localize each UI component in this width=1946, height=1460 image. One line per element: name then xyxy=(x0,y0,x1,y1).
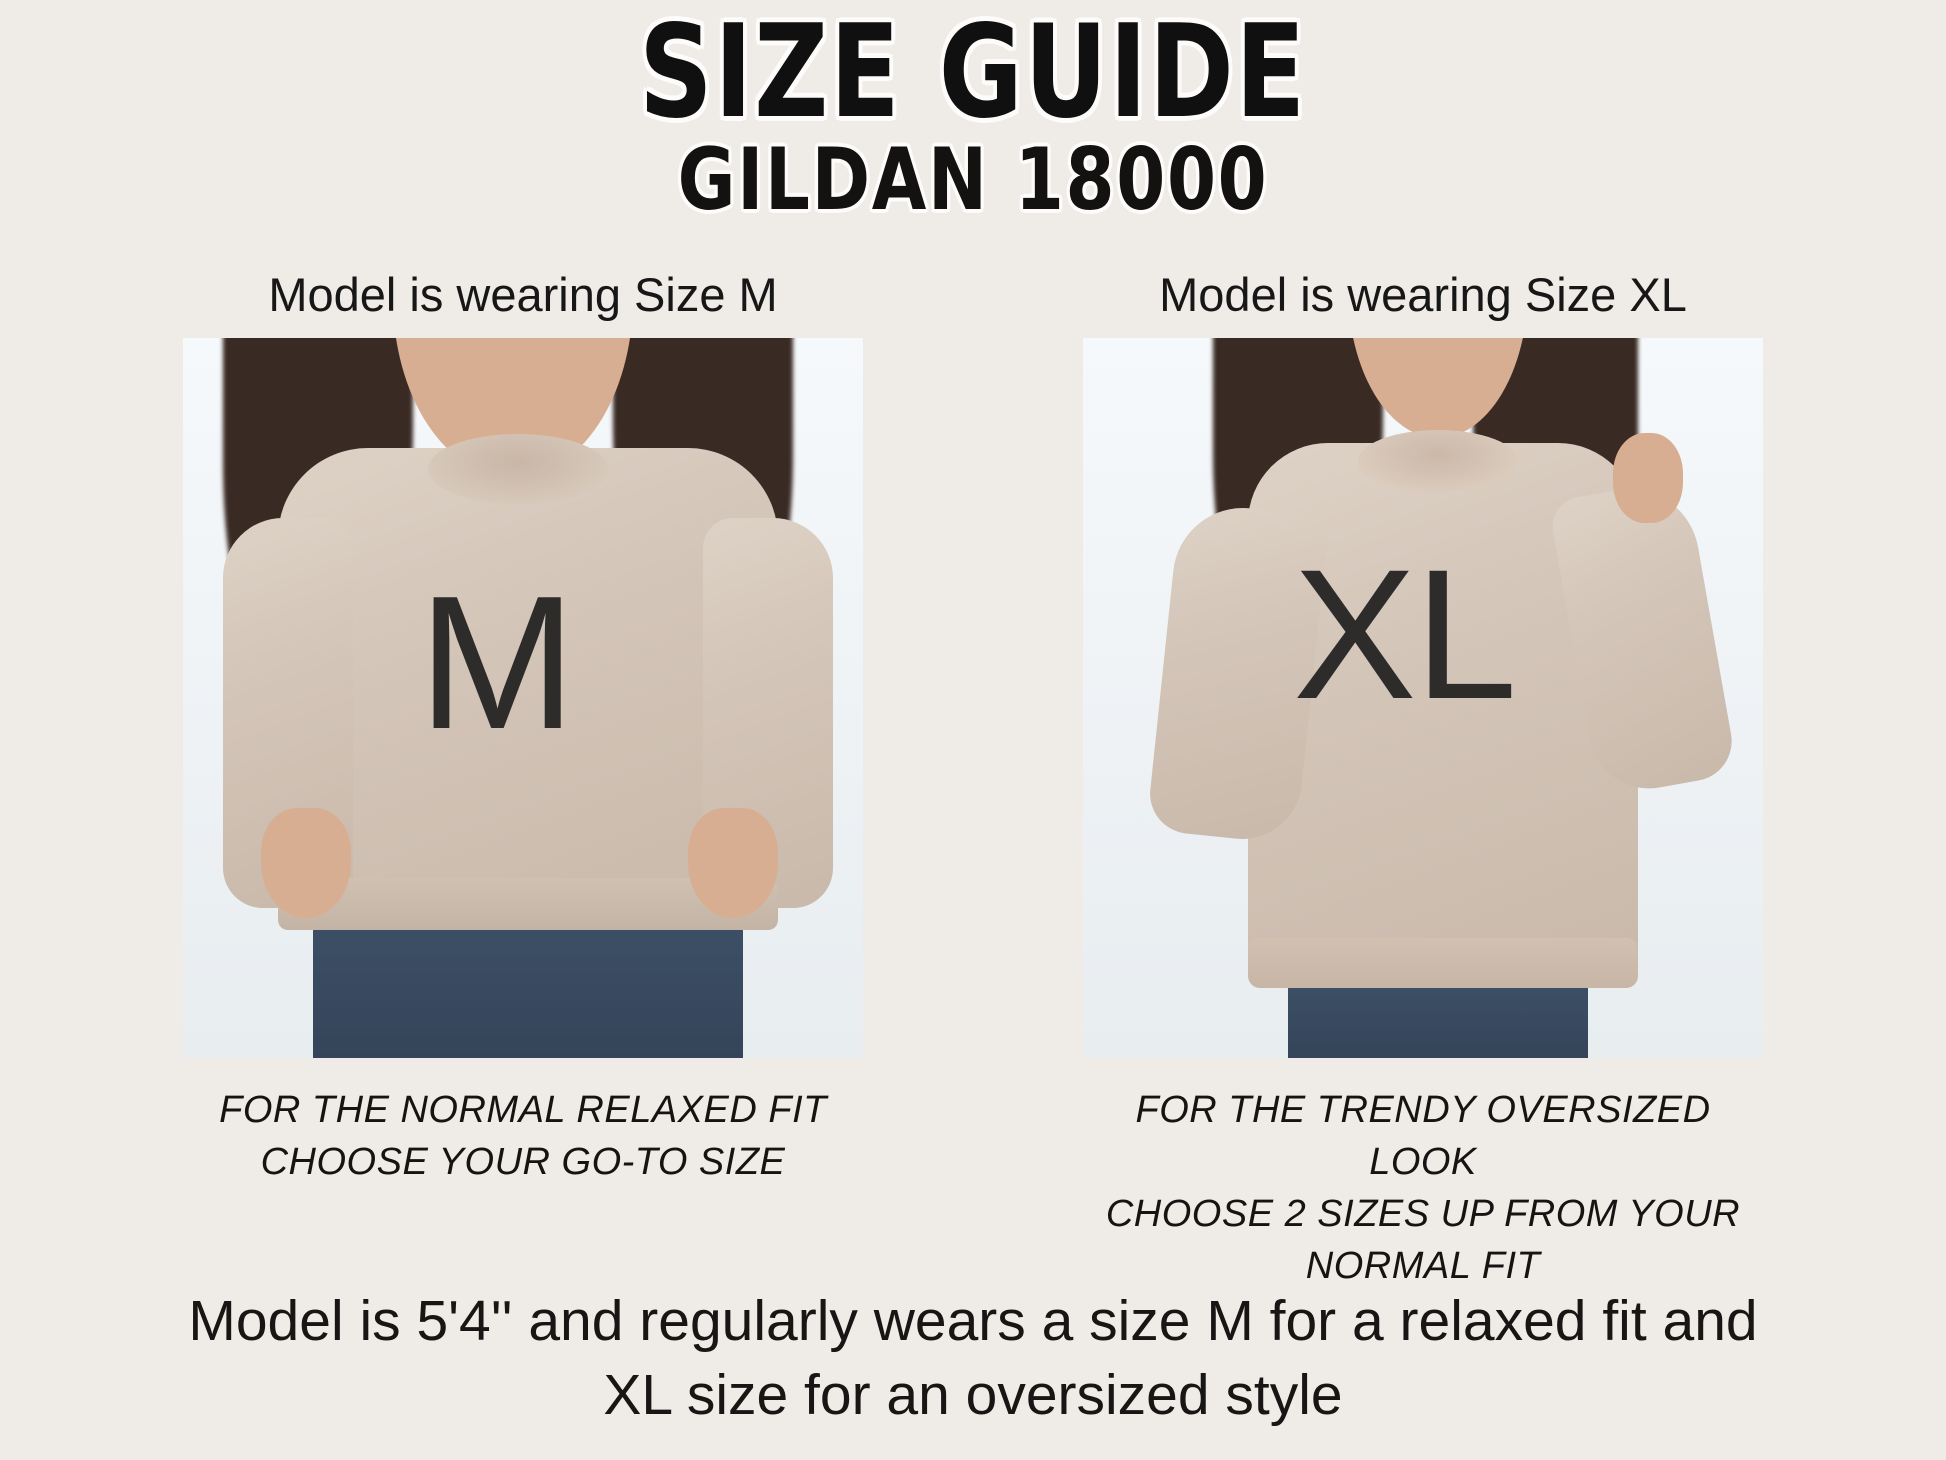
model-caption-left: Model is wearing Size M xyxy=(268,268,778,321)
footer-note: Model is 5'4'' and regularly wears a siz… xyxy=(0,1284,1946,1432)
model-photo-size-m: M xyxy=(183,338,863,1058)
model-hand-left xyxy=(261,808,351,918)
model-neckline-right xyxy=(1358,430,1518,492)
model-hem-band-right xyxy=(1248,938,1638,988)
fit-description-right: FOR THE TRENDY OVERSIZED LOOK CHOOSE 2 S… xyxy=(1078,1084,1768,1292)
column-size-m: Model is wearing Size M xyxy=(173,268,873,1292)
model-arm-raised-right xyxy=(1613,433,1683,523)
footer-line-2: XL size for an oversized style xyxy=(603,1363,1343,1427)
page-title: SIZE GUIDE xyxy=(639,0,1307,147)
comparison-columns: Model is wearing Size M xyxy=(0,268,1946,1292)
fit-line-right-2: CHOOSE 2 SIZES UP FROM YOUR xyxy=(1105,1193,1741,1235)
fit-line-right-3: NORMAL FIT xyxy=(1305,1245,1541,1287)
size-overlay-xl: XL xyxy=(1293,532,1517,738)
header-block: SIZE GUIDE GILDAN 18000 xyxy=(0,0,1946,230)
model-neckline-left xyxy=(428,434,608,504)
fit-line-right-1: FOR THE TRENDY OVERSIZED LOOK xyxy=(1135,1089,1711,1183)
model-caption-right: Model is wearing Size XL xyxy=(1159,268,1687,321)
model-hand-right xyxy=(688,808,778,918)
size-overlay-m: M xyxy=(418,557,576,769)
footer-line-1: Model is 5'4'' and regularly wears a siz… xyxy=(188,1289,1758,1353)
fit-description-left: FOR THE NORMAL RELAXED FIT CHOOSE YOUR G… xyxy=(219,1084,827,1188)
model-photo-size-xl: XL xyxy=(1083,338,1763,1058)
page-subtitle: GILDAN 18000 xyxy=(677,130,1269,230)
fit-line-left-2: CHOOSE YOUR GO-TO SIZE xyxy=(260,1141,786,1183)
column-size-xl: Model is wearing Size XL XL FOR THE TREN… xyxy=(1073,268,1773,1292)
fit-line-left-1: FOR THE NORMAL RELAXED FIT xyxy=(219,1089,827,1131)
